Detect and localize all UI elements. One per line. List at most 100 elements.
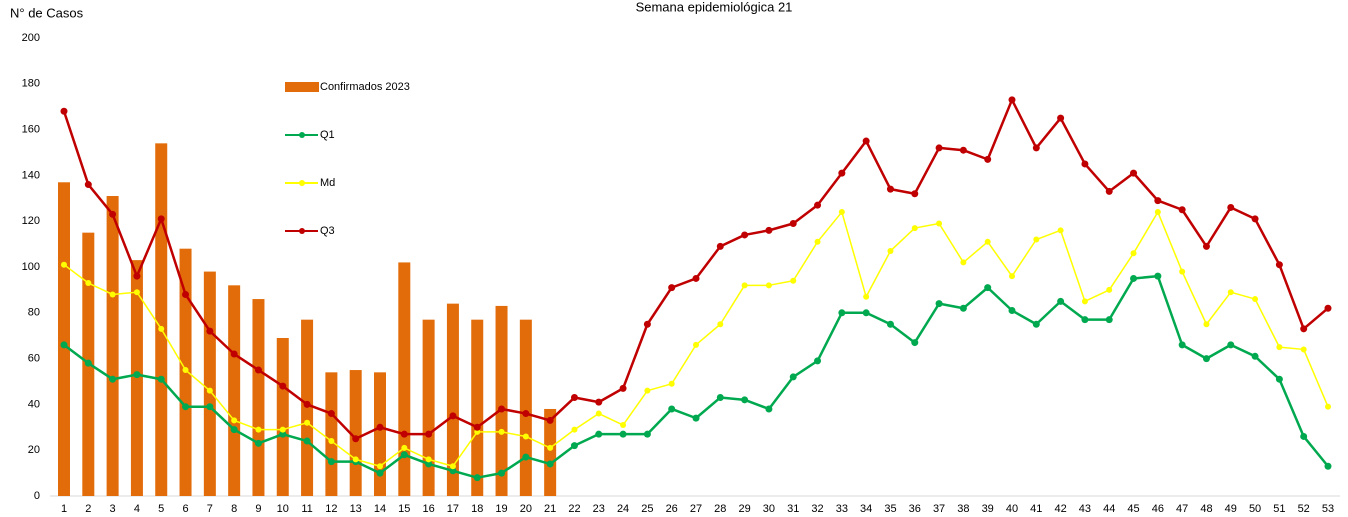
y-tick-label: 200 — [22, 32, 40, 44]
x-tick-label: 17 — [447, 503, 459, 515]
line-marker — [1105, 316, 1113, 324]
line-marker — [547, 444, 554, 451]
legend-label: Confirmados 2023 — [320, 81, 410, 93]
x-tick-label: 26 — [666, 503, 678, 515]
line-marker — [765, 226, 773, 234]
line-marker — [1179, 268, 1186, 275]
x-tick-label: 15 — [398, 503, 410, 515]
x-tick-label: 40 — [1006, 503, 1018, 515]
line-marker — [182, 367, 189, 374]
x-tick-label: 44 — [1103, 503, 1115, 515]
y-axis-label: N° de Casos — [10, 5, 84, 20]
y-tick-label: 20 — [28, 444, 40, 456]
x-tick-label: 47 — [1176, 503, 1188, 515]
line-marker — [1057, 114, 1065, 122]
line-marker — [790, 277, 797, 284]
bar — [325, 372, 338, 496]
line-marker — [1300, 346, 1307, 353]
line-marker — [157, 375, 165, 383]
bar — [398, 262, 411, 496]
x-tick-label: 37 — [933, 503, 945, 515]
line-marker — [692, 274, 700, 282]
line-marker — [668, 284, 676, 292]
line-marker — [984, 155, 992, 163]
line-marker — [425, 456, 432, 463]
x-tick-label: 3 — [110, 503, 116, 515]
line-marker — [473, 474, 481, 482]
line-marker — [838, 309, 846, 317]
line-marker — [1154, 209, 1161, 216]
line-marker — [911, 190, 919, 198]
line-marker — [1081, 298, 1088, 305]
x-tick-label: 7 — [207, 503, 213, 515]
y-tick-label: 60 — [28, 353, 40, 365]
line-marker — [401, 444, 408, 451]
line-marker — [498, 469, 506, 477]
x-tick-label: 35 — [884, 503, 896, 515]
line-marker — [449, 467, 457, 475]
line-marker — [1032, 320, 1040, 328]
x-tick-label: 30 — [763, 503, 775, 515]
legend-swatch — [299, 228, 305, 234]
line-marker — [109, 291, 116, 298]
line-marker — [1033, 236, 1040, 243]
x-tick-label: 23 — [593, 503, 605, 515]
line-marker — [377, 463, 383, 470]
x-tick-label: 19 — [495, 503, 507, 515]
line-marker — [400, 430, 408, 438]
line-marker — [1106, 286, 1113, 293]
line-marker — [109, 375, 117, 383]
line-marker — [911, 225, 918, 232]
x-tick-label: 16 — [422, 503, 434, 515]
bar — [519, 319, 532, 496]
line-marker — [254, 439, 262, 447]
line-marker — [522, 453, 530, 461]
line-marker — [498, 405, 506, 413]
x-tick-label: 36 — [909, 503, 921, 515]
line-marker — [887, 247, 894, 254]
line-marker — [425, 460, 433, 468]
line-marker — [1203, 321, 1210, 328]
line-marker — [279, 430, 287, 438]
chart-title: Semana epidemiológica 21 — [636, 0, 793, 14]
line-marker — [60, 341, 68, 349]
line-marker — [1227, 289, 1234, 296]
bar — [374, 372, 386, 496]
x-tick-label: 10 — [277, 503, 289, 515]
line-marker — [328, 438, 335, 445]
line-marker — [984, 238, 991, 245]
x-tick-label: 25 — [641, 503, 653, 515]
legend-label: Q3 — [320, 225, 335, 237]
x-tick-label: 5 — [158, 503, 164, 515]
line-marker — [60, 107, 68, 115]
line-marker — [1154, 197, 1162, 205]
line-marker — [157, 215, 165, 223]
line-marker — [765, 282, 772, 289]
x-tick-label: 39 — [982, 503, 994, 515]
line-marker — [376, 423, 384, 431]
bar — [276, 337, 289, 496]
bar — [252, 299, 265, 496]
line-marker — [935, 144, 943, 152]
line-marker — [911, 339, 919, 347]
bar — [544, 408, 557, 496]
line-marker — [886, 185, 894, 193]
line-marker — [789, 219, 797, 227]
line-marker — [984, 284, 992, 292]
x-tick-label: 11 — [301, 503, 312, 515]
bar — [446, 303, 459, 496]
line-marker — [206, 327, 214, 335]
line-marker — [303, 400, 311, 408]
line-marker — [85, 280, 92, 287]
line-marker — [619, 430, 627, 438]
x-tick-label: 20 — [520, 503, 532, 515]
line-marker — [1300, 325, 1308, 333]
line-marker — [279, 382, 287, 390]
line-marker — [425, 430, 433, 438]
line-marker — [546, 460, 554, 468]
line-marker — [1032, 144, 1040, 152]
x-tick-label: 51 — [1273, 503, 1285, 515]
line-marker — [1008, 307, 1016, 315]
line-marker — [230, 350, 238, 358]
line-marker — [303, 437, 311, 445]
